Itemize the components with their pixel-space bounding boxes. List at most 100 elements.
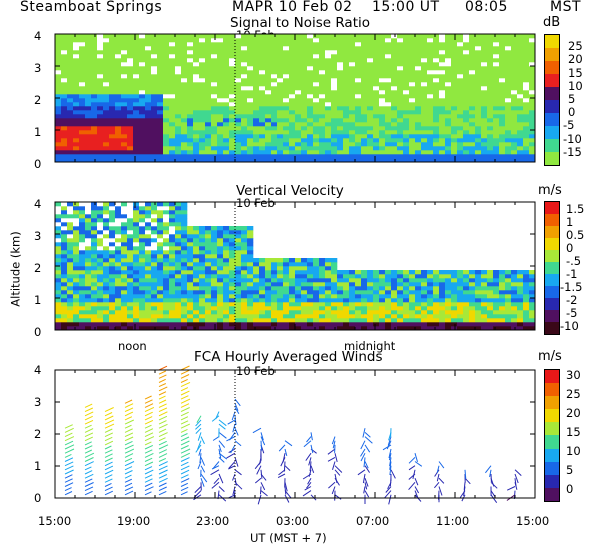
snr-cell	[61, 122, 68, 127]
velocity-cell	[55, 310, 62, 315]
snr-cell	[475, 58, 482, 63]
snr-cell	[379, 54, 386, 59]
velocity-cell	[181, 258, 188, 263]
snr-cell	[97, 38, 104, 43]
snr-cell	[379, 102, 386, 107]
snr-cell	[145, 110, 152, 115]
velocity-cell	[241, 282, 248, 287]
snr-cell	[229, 62, 236, 67]
snr-cell	[139, 154, 146, 159]
snr-cell	[241, 74, 248, 79]
snr-cell	[157, 102, 164, 107]
snr-cell	[187, 50, 194, 55]
velocity-cell	[409, 306, 416, 311]
snr-cell	[469, 142, 476, 147]
snr-cell	[499, 150, 506, 155]
snr-cell	[517, 46, 524, 51]
snr-cell	[145, 94, 152, 99]
velocity-cell	[331, 326, 338, 331]
velocity-cell	[241, 286, 248, 291]
velocity-cell	[475, 322, 482, 327]
wind-barb	[278, 469, 286, 476]
snr-cell	[523, 82, 530, 87]
velocity-cell	[205, 274, 212, 279]
snr-cell	[391, 42, 398, 47]
velocity-cell	[163, 290, 170, 295]
wind-barb	[84, 486, 94, 492]
velocity-cell	[85, 326, 92, 331]
snr-cell	[223, 130, 230, 135]
snr-cell	[277, 118, 284, 123]
snr-cell	[223, 118, 230, 123]
snr-cell	[55, 86, 62, 91]
velocity-cell	[289, 258, 296, 263]
velocity-cell	[379, 306, 386, 311]
snr-cell	[199, 66, 206, 71]
snr-cell	[481, 154, 488, 159]
snr-cell	[133, 122, 140, 127]
snr-cell	[469, 46, 476, 51]
snr-cell	[451, 58, 458, 63]
velocity-cell	[415, 270, 422, 275]
velocity-cell	[205, 238, 212, 243]
velocity-cell	[421, 314, 428, 319]
velocity-cell	[223, 314, 230, 319]
velocity-cell	[265, 290, 272, 295]
velocity-cell	[415, 310, 422, 315]
snr-cell	[253, 114, 260, 119]
snr-cell	[415, 70, 422, 75]
colorbar-swatch	[545, 238, 559, 250]
velocity-cell	[103, 210, 110, 215]
snr-cell	[229, 114, 236, 119]
velocity-cell	[181, 314, 188, 319]
velocity-cell	[445, 294, 452, 299]
snr-cell	[121, 150, 128, 155]
velocity-cell	[421, 286, 428, 291]
velocity-cell	[319, 274, 326, 279]
wind-barb	[144, 424, 152, 429]
snr-cell	[475, 146, 482, 151]
snr-cell	[529, 146, 536, 151]
velocity-cell	[235, 310, 242, 315]
snr-cell	[109, 106, 116, 111]
snr-cell	[523, 106, 530, 111]
snr-cell	[187, 126, 194, 131]
snr-cell	[241, 134, 248, 139]
snr-cell	[475, 86, 482, 91]
snr-cell	[331, 42, 338, 47]
velocity-cell	[451, 274, 458, 279]
snr-cell	[367, 98, 374, 103]
snr-cell	[451, 74, 458, 79]
velocity-cell	[331, 294, 338, 299]
snr-cell	[445, 42, 452, 47]
snr-cell	[103, 74, 110, 79]
snr-cell	[403, 158, 410, 163]
velocity-cell	[253, 302, 260, 307]
snr-cell	[169, 90, 176, 95]
snr-cell	[325, 158, 332, 163]
colorbar-swatch	[545, 383, 559, 397]
wind-barb	[360, 448, 366, 457]
velocity-cell	[481, 306, 488, 311]
velocity-cell	[481, 314, 488, 319]
velocity-cell	[223, 294, 230, 299]
velocity-cell	[319, 282, 326, 287]
snr-cell	[493, 50, 500, 55]
snr-cell	[421, 74, 428, 79]
velocity-cell	[73, 274, 80, 279]
velocity-cell	[67, 318, 74, 323]
velocity-cell	[283, 286, 290, 291]
snr-cell	[103, 42, 110, 47]
velocity-cell	[115, 274, 122, 279]
snr-cell	[331, 66, 338, 71]
wind-barb	[158, 449, 168, 454]
snr-cell	[229, 110, 236, 115]
velocity-cell	[373, 310, 380, 315]
snr-cell	[349, 82, 356, 87]
snr-cell	[205, 90, 212, 95]
wind-barb	[144, 419, 154, 425]
wind-barb	[195, 419, 202, 427]
velocity-cell	[139, 298, 146, 303]
velocity-cell	[343, 310, 350, 315]
velocity-cell	[73, 266, 80, 271]
